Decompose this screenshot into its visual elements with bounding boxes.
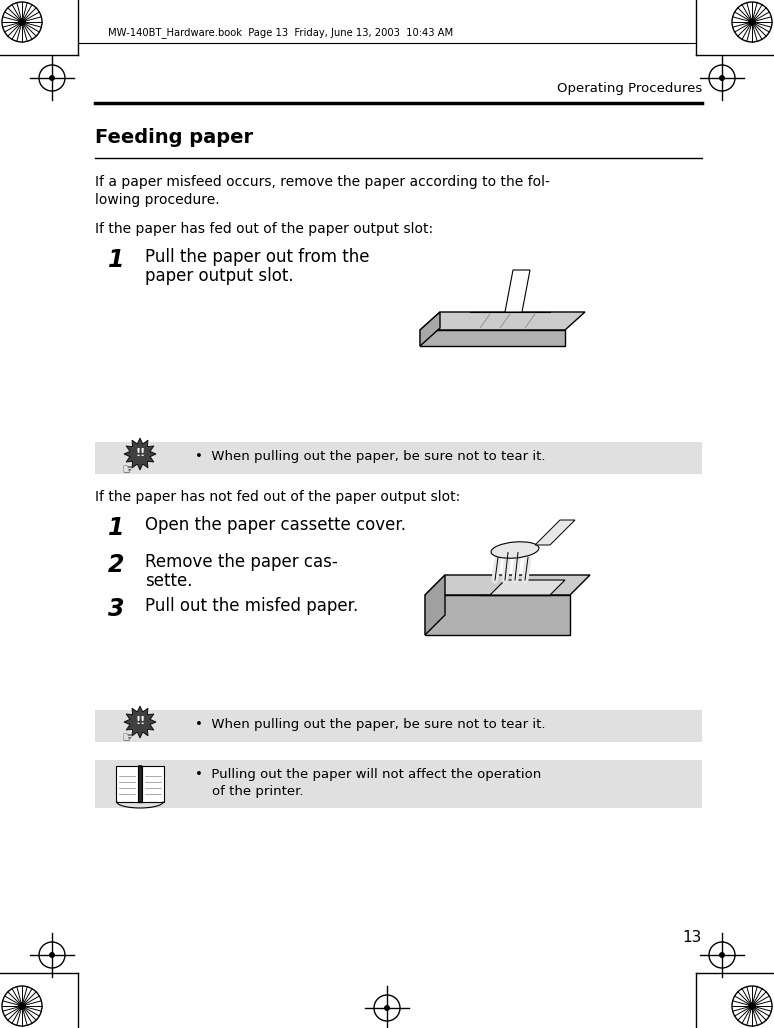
Polygon shape bbox=[420, 330, 565, 346]
Circle shape bbox=[49, 952, 55, 958]
Text: MW-140BT_Hardware.book  Page 13  Friday, June 13, 2003  10:43 AM: MW-140BT_Hardware.book Page 13 Friday, J… bbox=[108, 28, 453, 38]
Text: sette.: sette. bbox=[145, 572, 193, 590]
Text: Pull the paper out from the: Pull the paper out from the bbox=[145, 248, 369, 266]
Ellipse shape bbox=[491, 542, 539, 558]
Polygon shape bbox=[420, 313, 585, 330]
Circle shape bbox=[49, 75, 55, 81]
Bar bbox=[95, 760, 702, 808]
Polygon shape bbox=[425, 575, 590, 595]
Bar bbox=[95, 710, 702, 742]
Polygon shape bbox=[425, 595, 570, 635]
Text: •  When pulling out the paper, be sure not to tear it.: • When pulling out the paper, be sure no… bbox=[195, 450, 546, 463]
Polygon shape bbox=[124, 706, 156, 738]
Bar bbox=[95, 442, 702, 474]
Polygon shape bbox=[420, 313, 440, 346]
Polygon shape bbox=[142, 766, 164, 802]
Text: !!: !! bbox=[136, 448, 146, 458]
Circle shape bbox=[719, 75, 725, 81]
Text: paper output slot.: paper output slot. bbox=[145, 267, 293, 285]
Text: Remove the paper cas-: Remove the paper cas- bbox=[145, 553, 337, 571]
Text: 1: 1 bbox=[108, 248, 125, 272]
Text: Operating Procedures: Operating Procedures bbox=[557, 82, 702, 95]
Text: 1: 1 bbox=[108, 516, 125, 540]
Text: lowing procedure.: lowing procedure. bbox=[95, 193, 220, 207]
Polygon shape bbox=[124, 438, 156, 470]
Circle shape bbox=[748, 19, 756, 26]
Text: ☞: ☞ bbox=[122, 731, 135, 745]
Text: Open the paper cassette cover.: Open the paper cassette cover. bbox=[145, 516, 406, 534]
Text: If a paper misfeed occurs, remove the paper according to the fol-: If a paper misfeed occurs, remove the pa… bbox=[95, 175, 550, 189]
Polygon shape bbox=[505, 270, 530, 313]
Text: of the printer.: of the printer. bbox=[195, 785, 303, 798]
Circle shape bbox=[18, 19, 26, 26]
Circle shape bbox=[719, 952, 725, 958]
Polygon shape bbox=[535, 520, 575, 545]
Circle shape bbox=[18, 1002, 26, 1009]
Text: Pull out the misfed paper.: Pull out the misfed paper. bbox=[145, 597, 358, 615]
Text: 2: 2 bbox=[108, 553, 125, 577]
Text: !!: !! bbox=[136, 715, 146, 726]
Text: •  Pulling out the paper will not affect the operation: • Pulling out the paper will not affect … bbox=[195, 768, 541, 781]
Text: If the paper has fed out of the paper output slot:: If the paper has fed out of the paper ou… bbox=[95, 222, 433, 236]
Text: 3: 3 bbox=[108, 597, 125, 621]
Text: ☞: ☞ bbox=[122, 463, 135, 477]
Text: 13: 13 bbox=[683, 930, 702, 945]
Circle shape bbox=[384, 1005, 390, 1011]
Text: Feeding paper: Feeding paper bbox=[95, 128, 253, 147]
Circle shape bbox=[748, 1002, 756, 1009]
Polygon shape bbox=[490, 580, 565, 595]
Text: If the paper has not fed out of the paper output slot:: If the paper has not fed out of the pape… bbox=[95, 490, 461, 504]
Polygon shape bbox=[425, 575, 445, 635]
Text: •  When pulling out the paper, be sure not to tear it.: • When pulling out the paper, be sure no… bbox=[195, 718, 546, 731]
Polygon shape bbox=[116, 766, 138, 802]
